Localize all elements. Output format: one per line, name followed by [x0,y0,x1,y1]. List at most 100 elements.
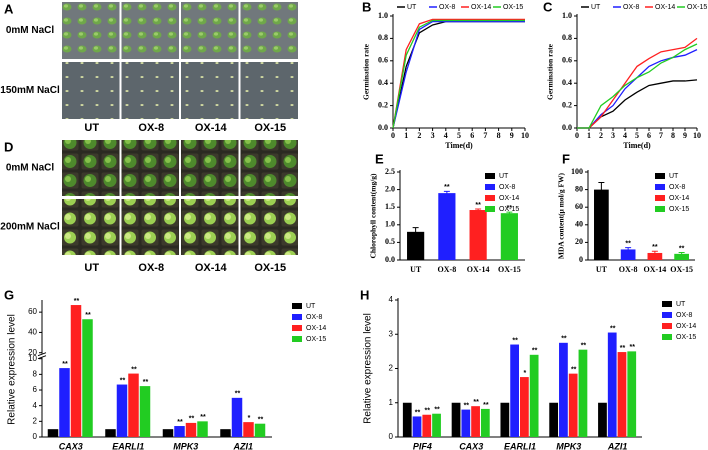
panel-letter: B [362,0,371,14]
y-tick-label: 0.2 [562,100,572,109]
panel-letter: E [375,151,384,166]
error-bar [412,227,419,237]
bar [185,422,197,437]
x-tick-label: UT [410,265,422,274]
y-tick-label: 0.6 [562,56,572,65]
bar [139,386,151,437]
legend-label: OX-8 [669,184,685,191]
significance-label: ** [62,361,68,368]
y-tick-label: 2.5 [385,167,395,176]
legend-label: OX-8 [676,312,692,319]
legend-swatch [485,184,495,190]
series-line [392,19,525,129]
error-bar [443,190,450,196]
bar [407,231,425,260]
legend-swatch [485,173,495,179]
bar [402,402,412,437]
y-tick-label: 4 [389,295,394,304]
y-tick-label: 60 [28,307,37,316]
x-tick-label: 6 [470,131,474,140]
x-tick-label: 0 [575,131,579,140]
y-tick-label: 3 [389,329,394,338]
x-tick-label: 3 [431,131,435,140]
series-line [577,37,698,129]
photo [121,199,179,255]
legend-label: OX-14 [655,4,675,11]
row-label: 0mM NaCl [6,25,55,36]
y-tick-label: 2 [33,416,38,425]
bar [197,421,208,437]
y-tick-label: 0.2 [378,100,388,109]
bar [480,408,490,437]
photo [240,199,298,255]
legend-swatch [292,336,302,342]
legend-label: OX-8 [623,4,639,11]
legend-swatch [292,303,302,309]
x-tick-label: 3 [611,131,615,140]
legend-label: OX-8 [439,4,455,11]
legend-label: OX-15 [503,4,523,11]
y-tick-label: 100 [571,167,583,176]
x-tick-label: 7 [659,131,663,140]
bar [438,193,456,260]
legend-swatch [485,195,495,201]
x-tick-label: 6 [647,131,651,140]
x-tick-label: 5 [457,131,461,140]
x-tick-label: UT [596,265,608,274]
y-axis-label: MDA content(μ mol/g FW) [557,172,566,259]
x-tick-label: OX-14 [467,265,490,274]
significance-label: ** [483,402,489,409]
bar [116,384,128,437]
bar [412,416,422,437]
row-label: 150mM NaCl [0,85,60,96]
y-tick-label: 0.8 [562,33,572,42]
bar [578,349,588,437]
y-tick-label: 0 [579,255,583,264]
bar [70,305,82,437]
x-tick-label: 10 [521,131,529,140]
y-tick-label: 10 [28,354,37,363]
significance-label: ** [434,407,440,414]
legend-label: OX-15 [669,206,689,213]
significance-label: ** [507,205,513,212]
x-tick-label: 1 [404,131,408,140]
x-tick-label: CAX3 [459,441,483,450]
column-label: OX-14 [195,122,228,134]
legend-swatch [655,206,665,212]
significance-label: ** [258,417,264,424]
bar [451,402,461,437]
x-tick-label: OX-8 [438,265,457,274]
y-axis-label: Chlorophyll content(mg/g) [369,173,378,259]
bar [529,354,539,437]
significance-label: ** [532,348,538,355]
bar [47,429,59,437]
bar [607,332,617,437]
column-label: UT [84,122,99,134]
legend-label: OX-14 [499,195,519,202]
significance-label: ** [85,312,91,319]
x-tick-label: CAX3 [59,441,83,450]
bar [520,377,529,437]
y-tick-label: 2.0 [385,184,395,193]
bar [59,368,70,437]
photo [240,140,298,196]
column-label: OX-15 [254,122,286,134]
bar [469,210,487,260]
photo [240,62,298,119]
bar [647,252,663,260]
y-tick-label: 60 [575,202,583,211]
bar [594,189,609,260]
photo [181,2,239,59]
photo [181,62,239,119]
legend-swatch [655,184,665,190]
significance-label: ** [610,325,616,332]
panel-letter: F [562,151,570,166]
bar [627,351,637,437]
legend-label: OX-15 [687,4,707,11]
bar [220,429,231,437]
bar [82,319,93,437]
significance-label: ** [473,399,479,406]
significance-label: ** [561,336,567,343]
y-tick-label: 0.4 [562,78,572,87]
